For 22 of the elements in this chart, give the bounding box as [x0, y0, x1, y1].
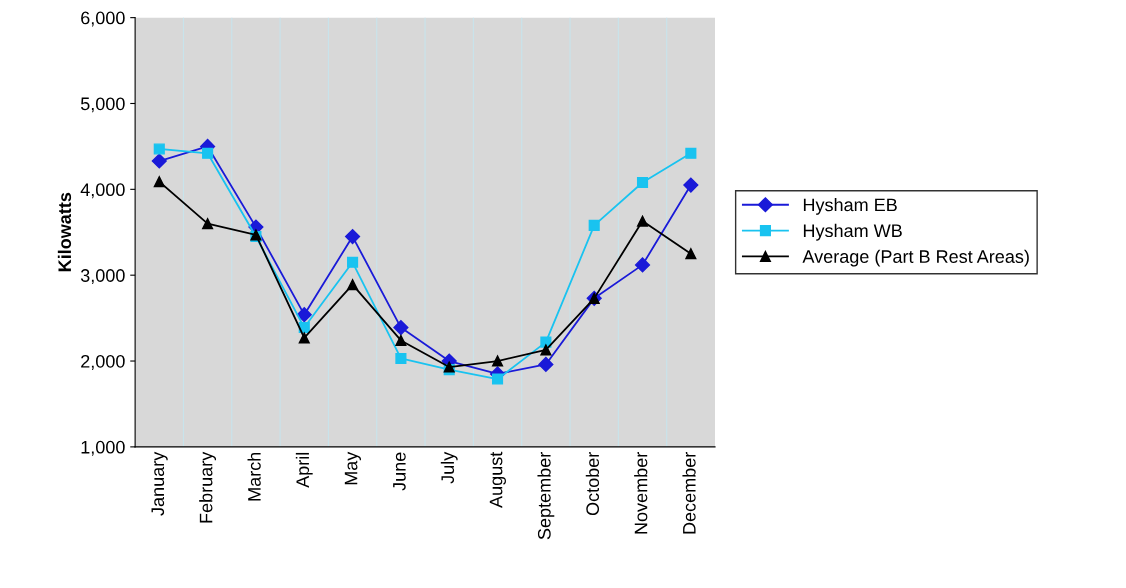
x-tick-label: July — [440, 451, 458, 484]
x-tick-label: February — [199, 451, 217, 523]
x-tick-label: January — [151, 451, 168, 516]
y-tick-label: 2,000 — [81, 354, 125, 370]
y-tick-label: 1,000 — [81, 440, 125, 456]
x-tick-label: August — [489, 451, 506, 508]
y-tick-label: 5,000 — [80, 97, 125, 113]
x-tick-label: June — [393, 452, 406, 491]
y-tick-label: 6,000 — [81, 11, 125, 27]
y-tick-label: 3,000 — [80, 269, 125, 285]
x-tick-label: April — [295, 452, 313, 488]
x-tick-label: May — [344, 451, 361, 485]
x-tick-label: October — [585, 452, 600, 516]
legend-label: Average (Part B Rest Areas) — [802, 249, 1029, 267]
y-axis-title: Kilowatts — [57, 192, 72, 272]
legend-label: Hysham WB — [803, 223, 902, 241]
y-tick-label: 4,000 — [80, 183, 125, 199]
legend-label: Hysham EB — [803, 197, 897, 215]
x-tick-label: September — [537, 452, 555, 540]
x-tick-label: March — [247, 452, 261, 501]
x-tick-label: November — [634, 452, 648, 534]
x-tick-label: December — [682, 452, 696, 534]
